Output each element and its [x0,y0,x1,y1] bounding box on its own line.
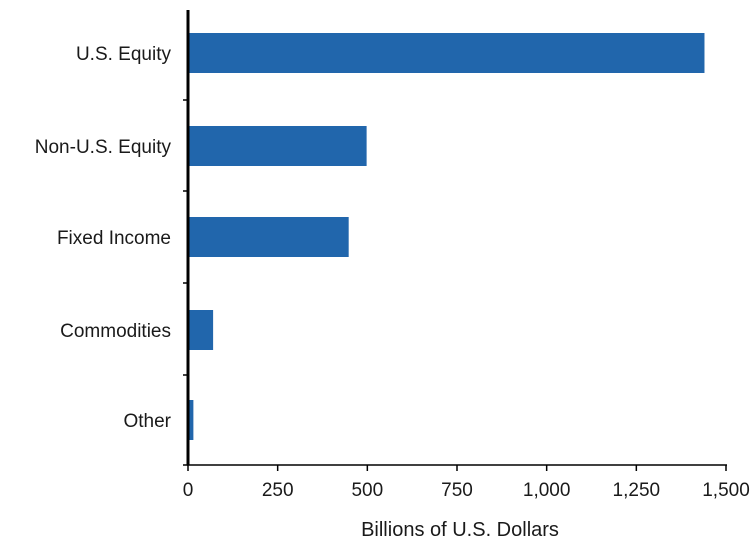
category-label-other: Other [123,411,171,432]
x-tick-label: 1,250 [613,480,661,501]
x-tick-label: 250 [262,480,294,501]
category-label-u-s-equity: U.S. Equity [76,44,172,65]
labels-layer: U.S. Equity Non-U.S. Equity Fixed Income Co… [35,44,750,501]
bar-commodities [188,310,214,350]
category-label-non-u-s-equity: Non-U.S. Equity [35,137,172,158]
x-tick-label: 500 [351,480,383,501]
x-tick-label: 1,500 [702,480,750,501]
x-axis-title: Billions of U.S. Dollars [361,519,559,541]
bar-non-u-s-equity [188,126,367,166]
x-tick-label: 0 [183,480,194,501]
x-tick-label: 1,000 [523,480,571,501]
bar-u-s-equity [188,33,705,73]
bars-layer [188,33,705,440]
x-tick-label: 750 [441,480,473,501]
category-label-fixed-income: Fixed Income [57,228,171,249]
bar-fixed-income [188,217,349,257]
axes-layer [183,10,727,471]
category-label-commodities: Commodities [60,321,171,342]
bar-other [188,400,194,440]
